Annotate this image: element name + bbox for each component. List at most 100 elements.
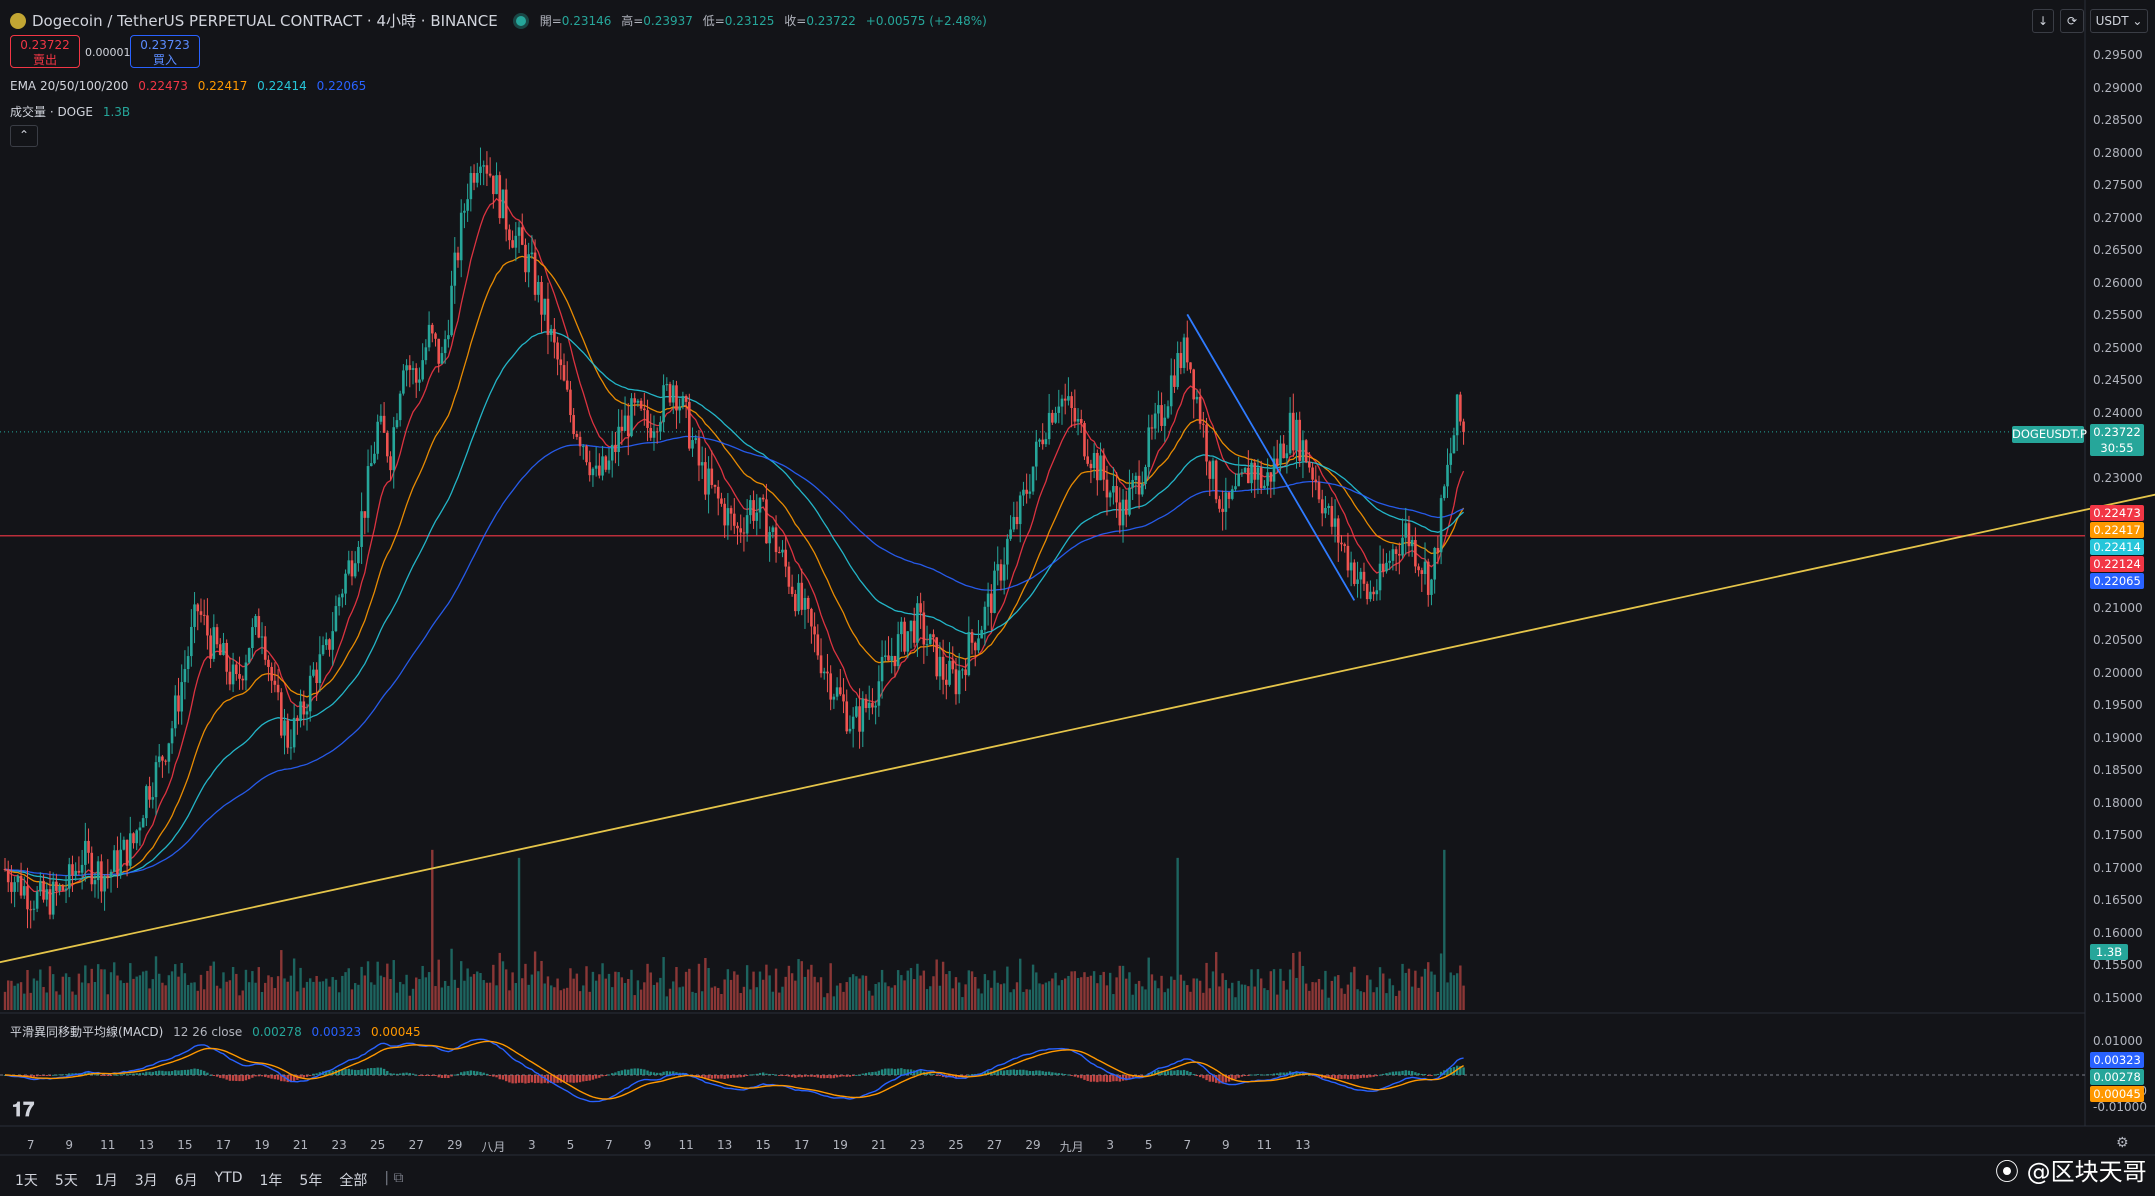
- candle-body: [713, 484, 717, 487]
- candle-body: [1115, 486, 1118, 503]
- volume-bar: [868, 990, 871, 1010]
- volume-bar: [77, 973, 81, 1010]
- volume-bar: [922, 970, 926, 1010]
- macd-hist-bar: [1002, 1070, 1006, 1075]
- macd-hist-bar: [951, 1075, 954, 1078]
- candle-body: [755, 512, 759, 521]
- candle-body: [999, 564, 1003, 581]
- macd-hist-bar: [456, 1073, 460, 1075]
- macd-hist-bar: [1086, 1075, 1089, 1082]
- candle-body: [398, 393, 402, 421]
- tf-6m[interactable]: 6月: [174, 1173, 198, 1189]
- candle-body: [64, 888, 68, 891]
- macd-hist-bar: [174, 1070, 177, 1075]
- macd-hist-bar: [511, 1075, 514, 1084]
- macd-hist-bar: [479, 1071, 482, 1075]
- macd-hist-bar: [1214, 1075, 1218, 1083]
- candle-body: [1288, 412, 1292, 454]
- macd-hist-bar: [1192, 1073, 1195, 1075]
- volume-bar: [832, 996, 836, 1010]
- tf-1y[interactable]: 1年: [259, 1173, 283, 1189]
- candle-body: [530, 252, 534, 255]
- candle-body: [276, 684, 280, 693]
- candle-body: [749, 500, 752, 516]
- volume-bar: [996, 982, 999, 1010]
- currency-select[interactable]: USDT ⌄: [2090, 9, 2148, 33]
- volume-bar: [967, 970, 971, 1010]
- candle-body: [263, 636, 267, 660]
- macd-hist-bar: [1173, 1070, 1176, 1075]
- volume-bar: [167, 975, 171, 1010]
- macd-hist-bar: [1414, 1072, 1417, 1075]
- tf-5d[interactable]: 5天: [54, 1173, 78, 1189]
- tf-1d[interactable]: 1天: [15, 1173, 38, 1189]
- volume-bar: [1330, 980, 1334, 1010]
- volume-bar: [1092, 971, 1096, 1010]
- symbol-title[interactable]: Dogecoin / TetherUS PERPETUAL CONTRACT ·…: [32, 12, 498, 30]
- macd-legend[interactable]: 平滑異同移動平均線(MACD) 12 26 close 0.00278 0.00…: [10, 1023, 427, 1040]
- candle-body: [890, 655, 894, 661]
- volume-bar: [447, 985, 450, 1010]
- macd-hist-bar: [382, 1068, 386, 1075]
- macd-hist-bar: [1012, 1069, 1015, 1075]
- candle-body: [1404, 523, 1408, 538]
- candle-body: [652, 431, 656, 438]
- macd-hist-bar: [318, 1072, 322, 1075]
- tf-3m[interactable]: 3月: [134, 1173, 158, 1189]
- volume-bar: [1006, 966, 1009, 1010]
- macd-hist-bar: [238, 1075, 241, 1082]
- volume-bar: [350, 989, 354, 1010]
- volume-bar: [1047, 981, 1051, 1010]
- candle-body: [896, 634, 900, 667]
- tf-1m[interactable]: 1月: [94, 1173, 118, 1189]
- macd-hist-bar: [745, 1075, 749, 1076]
- macd-hist-bar: [797, 1075, 800, 1078]
- candle-body: [1330, 505, 1334, 527]
- candle-body: [328, 639, 331, 650]
- macd-hist-bar: [524, 1075, 527, 1084]
- volume-bar: [254, 982, 257, 1010]
- fullscreen-icon[interactable]: ⟳: [2060, 9, 2084, 33]
- sell-button[interactable]: 0.23722 賣出: [10, 35, 80, 68]
- macd-hist-bar: [453, 1074, 456, 1076]
- volume-bar: [1125, 978, 1128, 1010]
- volume-bar: [158, 973, 161, 1010]
- volume-bar: [1333, 976, 1337, 1010]
- download-icon[interactable]: ↓: [2032, 9, 2054, 33]
- volume-legend[interactable]: 成交量 · DOGE 1.3B: [10, 103, 136, 120]
- macd-hist-bar: [893, 1069, 897, 1075]
- candle-body: [334, 606, 338, 632]
- macd-hist-bar: [835, 1075, 839, 1078]
- volume-bar: [7, 980, 10, 1010]
- tf-ytd[interactable]: YTD: [214, 1170, 243, 1186]
- volume-bar: [1417, 987, 1420, 1010]
- macd-hist-bar: [1083, 1075, 1086, 1080]
- candle-body: [1259, 467, 1263, 489]
- ema-legend[interactable]: EMA 20/50/100/200 0.22473 0.22417 0.2241…: [10, 79, 372, 93]
- volume-bar: [941, 961, 945, 1010]
- volume-bar: [183, 973, 187, 1010]
- volume-bar: [1195, 978, 1199, 1010]
- macd-hist-bar: [190, 1069, 193, 1075]
- candle-body: [1195, 396, 1199, 400]
- macd-hist-bar: [353, 1069, 357, 1075]
- volume-bar: [569, 968, 572, 1010]
- date-range-icon[interactable]: | ⧉: [384, 1170, 404, 1186]
- tf-all[interactable]: 全部: [339, 1173, 368, 1189]
- macd-hist-bar: [1044, 1071, 1048, 1075]
- volume-bar: [228, 980, 232, 1010]
- collapse-chevron-icon[interactable]: ⌃: [10, 125, 38, 147]
- volume-bar: [970, 971, 974, 1010]
- tf-5y[interactable]: 5年: [299, 1173, 323, 1189]
- volume-bar: [334, 979, 338, 1010]
- candle-body: [729, 508, 733, 514]
- candle-body: [790, 586, 794, 595]
- macd-hist-bar: [93, 1074, 97, 1076]
- volume-bar: [1179, 974, 1183, 1010]
- candle-body: [533, 252, 537, 295]
- time-tick: 11: [100, 1138, 116, 1152]
- settings-gear-icon[interactable]: ⚙: [2116, 1135, 2129, 1151]
- buy-button[interactable]: 0.23723 買入: [130, 35, 200, 68]
- volume-bar: [1292, 952, 1295, 1010]
